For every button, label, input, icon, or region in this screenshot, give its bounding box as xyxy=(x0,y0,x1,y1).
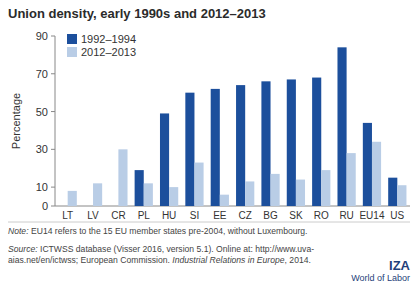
y-tick-label: 90 xyxy=(36,30,48,42)
bar xyxy=(169,187,178,206)
bar xyxy=(144,183,153,206)
text: IZA xyxy=(389,258,410,273)
bar xyxy=(388,178,397,206)
divider xyxy=(8,222,410,223)
source: Source: ICTWSS database (Visser 2016, ve… xyxy=(8,244,338,265)
legend-label: 1992–1994 xyxy=(81,33,136,45)
text: World of Labor xyxy=(351,273,410,283)
bar xyxy=(397,185,406,206)
y-axis-label: Percentage xyxy=(10,93,22,149)
y-tick-label: 50 xyxy=(36,106,48,118)
bar xyxy=(211,89,220,206)
text: Industrial Relations in Europe xyxy=(172,255,284,265)
x-tick-label: LV xyxy=(87,210,99,221)
bar xyxy=(135,170,144,206)
x-tick-label: EU14 xyxy=(359,210,384,221)
y-tick-label: 70 xyxy=(36,68,48,80)
x-tick-label: PL xyxy=(138,210,151,221)
bar xyxy=(236,85,245,206)
legend-swatch xyxy=(67,47,77,57)
text: EU14 refers to the 15 EU member states p… xyxy=(31,226,308,236)
bar xyxy=(93,183,102,206)
y-tick xyxy=(51,36,55,37)
bar xyxy=(271,174,280,206)
y-tick xyxy=(51,73,55,74)
note: Note: EU14 refers to the 15 EU member st… xyxy=(8,226,408,237)
bar xyxy=(363,123,372,206)
bar xyxy=(296,180,305,206)
bar xyxy=(220,195,229,206)
bar xyxy=(261,81,270,206)
bar xyxy=(287,79,296,206)
x-tick-label: EE xyxy=(213,210,227,221)
x-tick-label: LT xyxy=(62,210,73,221)
bar xyxy=(347,153,356,206)
bar xyxy=(372,142,381,206)
x-tick-label: CR xyxy=(111,210,125,221)
bar xyxy=(185,93,194,206)
text: Note: xyxy=(8,226,29,236)
x-tick-label: BG xyxy=(263,210,278,221)
y-tick xyxy=(51,111,55,112)
bar xyxy=(245,181,254,206)
bar xyxy=(194,163,203,206)
y-tick xyxy=(51,149,55,150)
bar xyxy=(160,113,169,206)
text: Source: xyxy=(8,244,38,254)
x-tick-label: HU xyxy=(162,210,176,221)
y-tick-label: 0 xyxy=(42,200,48,212)
y-tick-label: 10 xyxy=(36,181,48,193)
title: Union density, early 1990s and 2012–2013 xyxy=(8,6,266,21)
bar xyxy=(321,170,330,206)
legend-label: 2012–2013 xyxy=(81,46,136,58)
x-tick-label: SK xyxy=(289,210,303,221)
bar xyxy=(312,78,321,206)
x-tick-label: RO xyxy=(314,210,329,221)
x-tick-label: US xyxy=(390,210,404,221)
y-tick xyxy=(51,187,55,188)
x-tick-label: RU xyxy=(339,210,353,221)
bar xyxy=(118,149,127,206)
legend-swatch xyxy=(67,34,77,44)
y-tick-label: 30 xyxy=(36,143,48,155)
x-axis xyxy=(55,206,410,207)
text: , 2014. xyxy=(285,255,311,265)
bar xyxy=(68,191,77,206)
y-axis xyxy=(55,36,56,206)
x-tick-label: SI xyxy=(190,210,199,221)
bar xyxy=(337,47,346,206)
x-tick-label: CZ xyxy=(239,210,252,221)
logo: IZAWorld of Labor xyxy=(351,259,410,284)
y-tick xyxy=(51,206,55,207)
bars xyxy=(68,47,407,206)
